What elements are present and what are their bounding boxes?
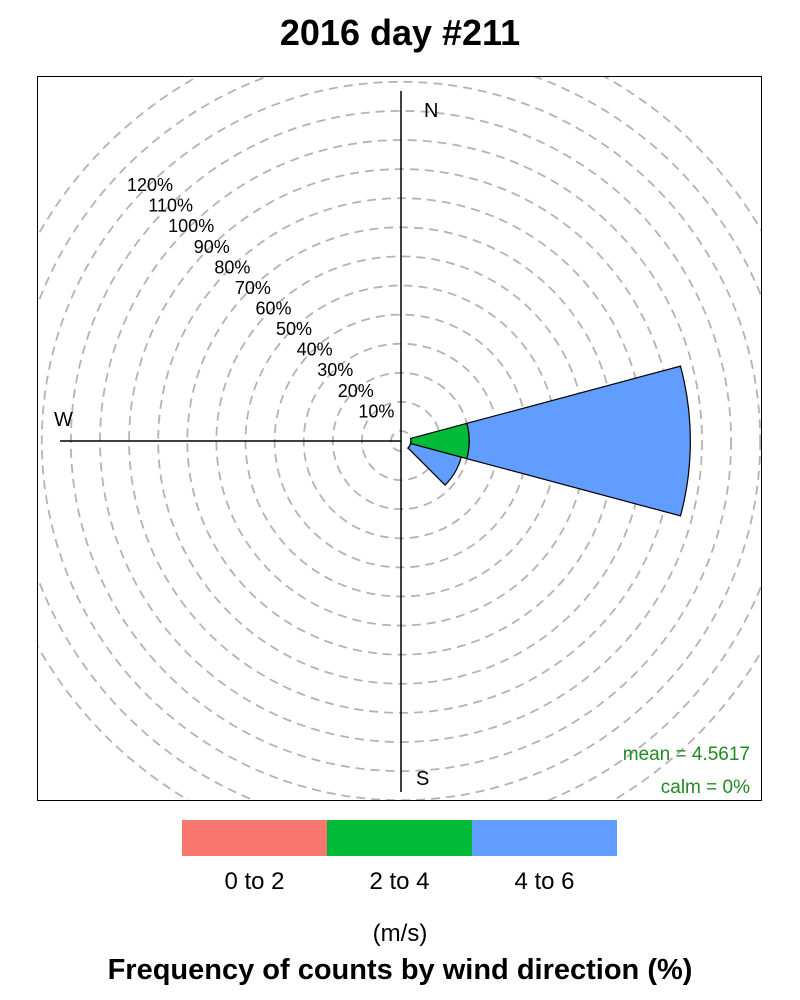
radial-label-70: 70% <box>235 278 271 298</box>
legend-label-4-6: 4 to 6 <box>514 868 575 895</box>
radial-label-120: 120% <box>127 175 173 195</box>
radial-label-80: 80% <box>214 257 250 277</box>
direction-label-n: N <box>424 100 438 122</box>
sector-90-bin-2 <box>466 365 691 517</box>
chart-title: 2016 day #211 <box>279 12 521 53</box>
radial-label-90: 90% <box>194 237 230 257</box>
radial-label-110: 110% <box>148 196 193 216</box>
legend-label-2-4: 2 to 4 <box>369 868 430 895</box>
wind-rose-plot: 10% 20% 30% 40% 50% 60% 70% 80% 90% 100% 110% 120% N… <box>37 76 762 801</box>
radial-label-50: 50% <box>276 319 312 339</box>
legend-swatch-0-2 <box>182 820 327 856</box>
radial-label-20: 20% <box>338 381 374 401</box>
wind-rose-svg: 10%20%30%40%50%60%70%80%90%100%110%120% N… <box>38 77 761 800</box>
legend-swatch-2-4 <box>327 820 472 856</box>
radial-label-100: 100% <box>168 216 214 236</box>
legend-label-0-2: 0 to 2 <box>224 868 285 895</box>
units-label: (m/s) <box>372 920 428 947</box>
direction-label-s: S <box>416 768 429 790</box>
frequency-caption: Frequency of counts by wind direction (%… <box>107 954 693 986</box>
mean-annotation: mean = 4.5617 <box>623 744 750 765</box>
radial-label-10: 10% <box>358 401 394 421</box>
radial-label-40: 40% <box>297 340 333 360</box>
radial-label-60: 60% <box>255 298 291 318</box>
legend-swatch-4-6 <box>472 820 617 856</box>
calm-annotation: calm = 0% <box>661 777 750 798</box>
direction-label-w: W <box>54 409 73 431</box>
grid-ring <box>41 81 761 800</box>
sector-120-bin-2 <box>407 442 462 486</box>
radial-label-30: 30% <box>317 360 353 380</box>
